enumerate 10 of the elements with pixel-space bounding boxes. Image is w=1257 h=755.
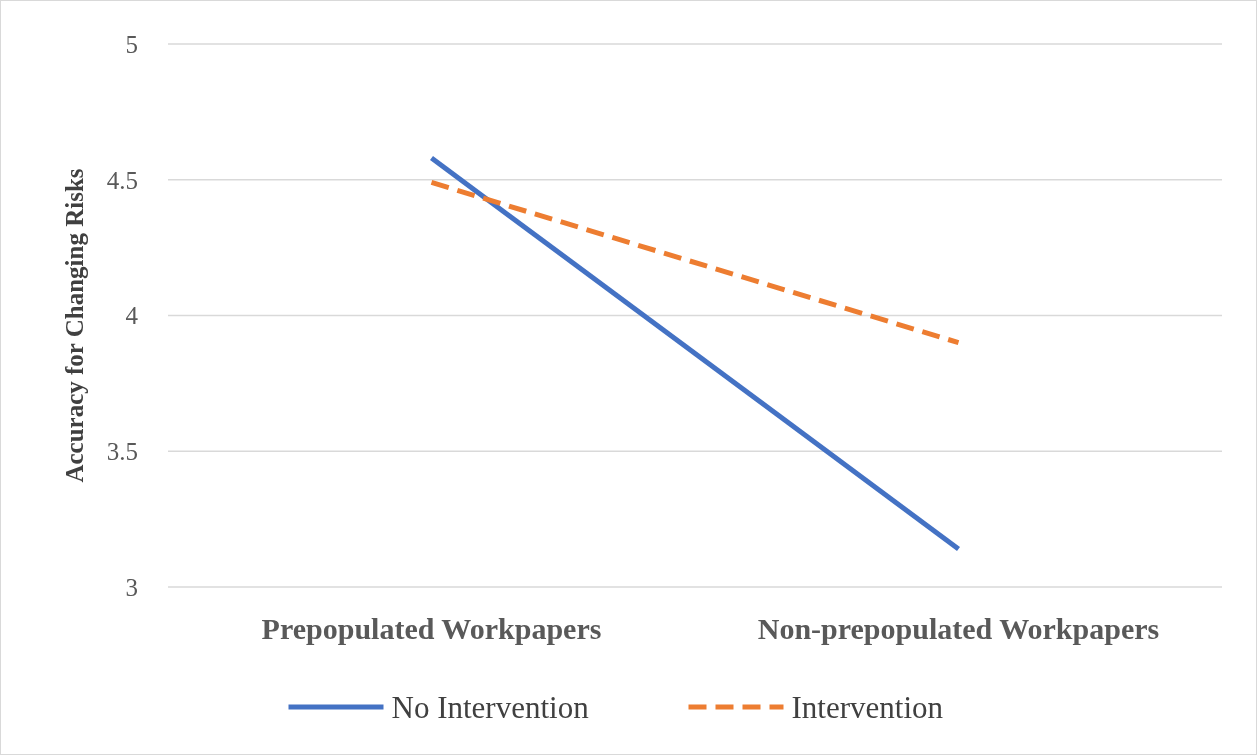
y-tick-label: 4 <box>125 302 139 330</box>
legend-label: Intervention <box>791 689 944 725</box>
y-tick-label: 5 <box>125 30 138 58</box>
x-tick-label: Non-prepopulated Workpapers <box>757 612 1160 645</box>
x-tick-label: Prepopulated Workpapers <box>261 612 602 645</box>
y-tick-label: 3 <box>125 573 138 601</box>
legend-label: No Intervention <box>391 689 590 725</box>
y-tick-label: 4.5 <box>106 166 138 194</box>
y-tick-label: 3.5 <box>106 438 138 465</box>
y-axis-title: Accuracy for Changing Risks <box>61 168 88 483</box>
